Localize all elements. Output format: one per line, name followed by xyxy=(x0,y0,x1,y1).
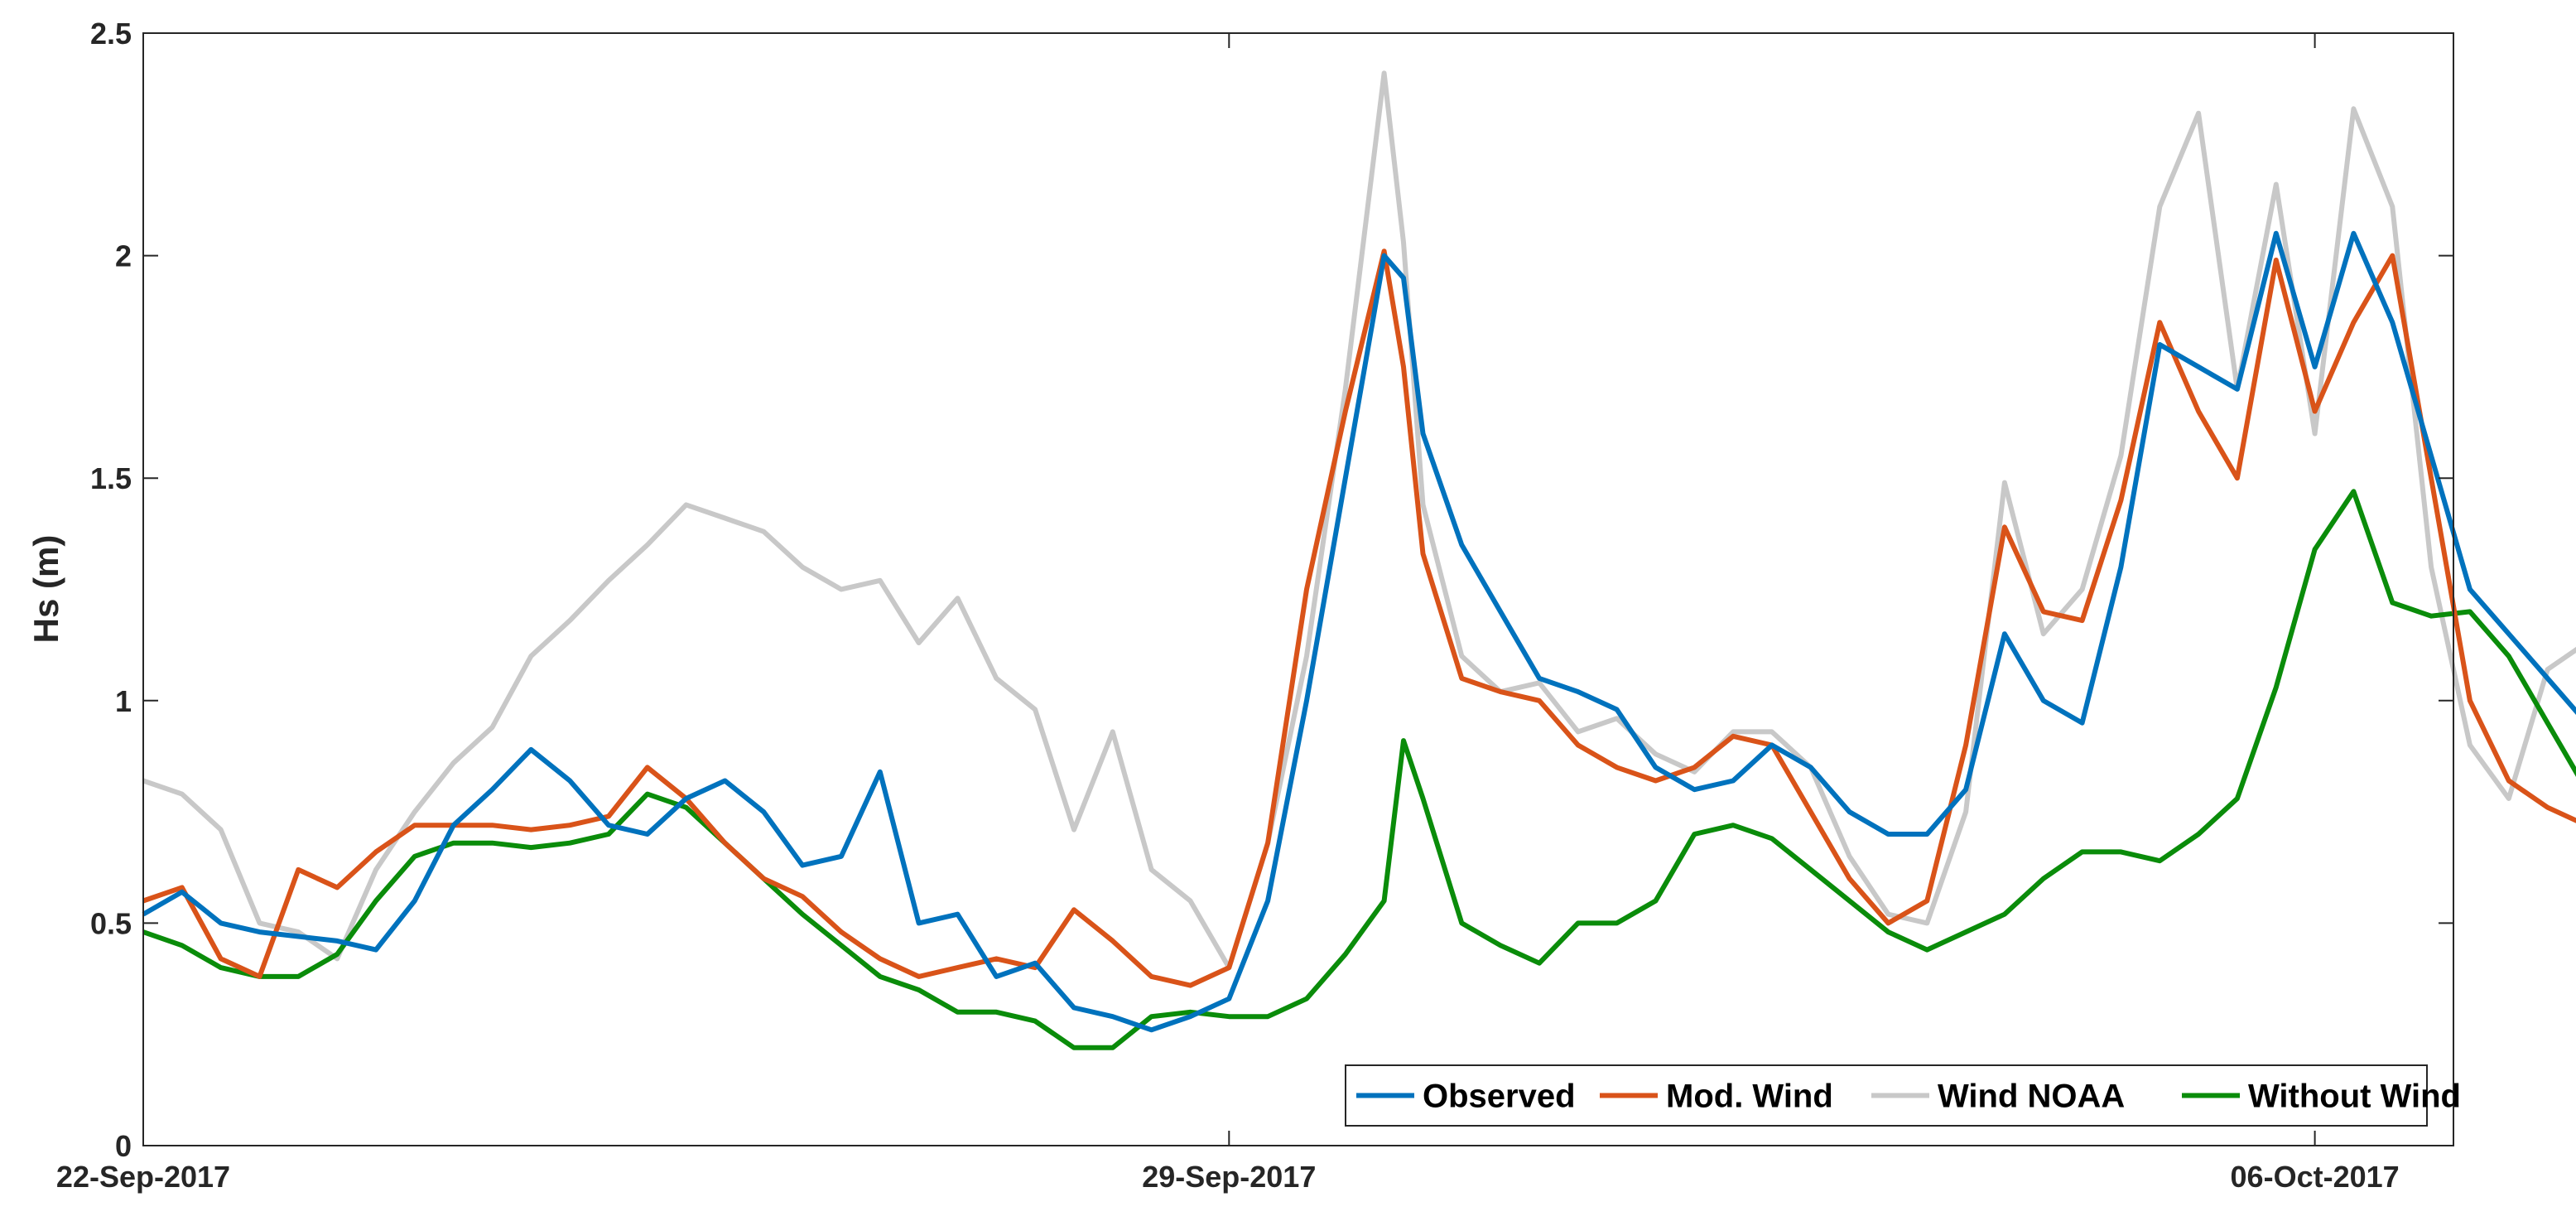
x-tick-label: 29-Sep-2017 xyxy=(1142,1160,1316,1194)
y-tick-label: 2 xyxy=(115,239,132,273)
y-tick-label: 0 xyxy=(115,1129,132,1163)
y-tick-label: 1 xyxy=(115,684,132,718)
x-tick-label: 06-Oct-2017 xyxy=(2231,1160,2400,1194)
x-axis-ticks: 22-Sep-2017 29-Sep-2017 06-Oct-2017 xyxy=(56,33,2400,1194)
plot-area xyxy=(143,33,2453,1146)
legend-label: Observed xyxy=(1423,1079,1576,1115)
y-axis-label: Hs (m) xyxy=(26,535,65,644)
series-line-without-wind xyxy=(142,489,2576,1050)
plot-frame xyxy=(142,32,2454,1146)
legend-label: Wind NOAA xyxy=(1938,1079,2125,1115)
x-tick-label: 22-Sep-2017 xyxy=(56,1160,230,1194)
series-layer xyxy=(142,70,2576,1050)
legend-label: Mod. Wind xyxy=(1666,1079,1833,1115)
series-line-mod-wind xyxy=(142,249,2576,988)
legend-label: Without Wind xyxy=(2248,1079,2461,1115)
series-line-observed xyxy=(142,230,2576,1033)
y-tick-label: 2.5 xyxy=(90,17,132,51)
y-axis-ticks: 0 0.5 1 1.5 2 2.5 xyxy=(90,17,2453,1163)
y-tick-label: 0.5 xyxy=(90,906,132,940)
y-tick-label: 1.5 xyxy=(90,461,132,495)
legend: Observed Mod. Wind Wind NOAA Without Wind xyxy=(1345,1064,2461,1127)
